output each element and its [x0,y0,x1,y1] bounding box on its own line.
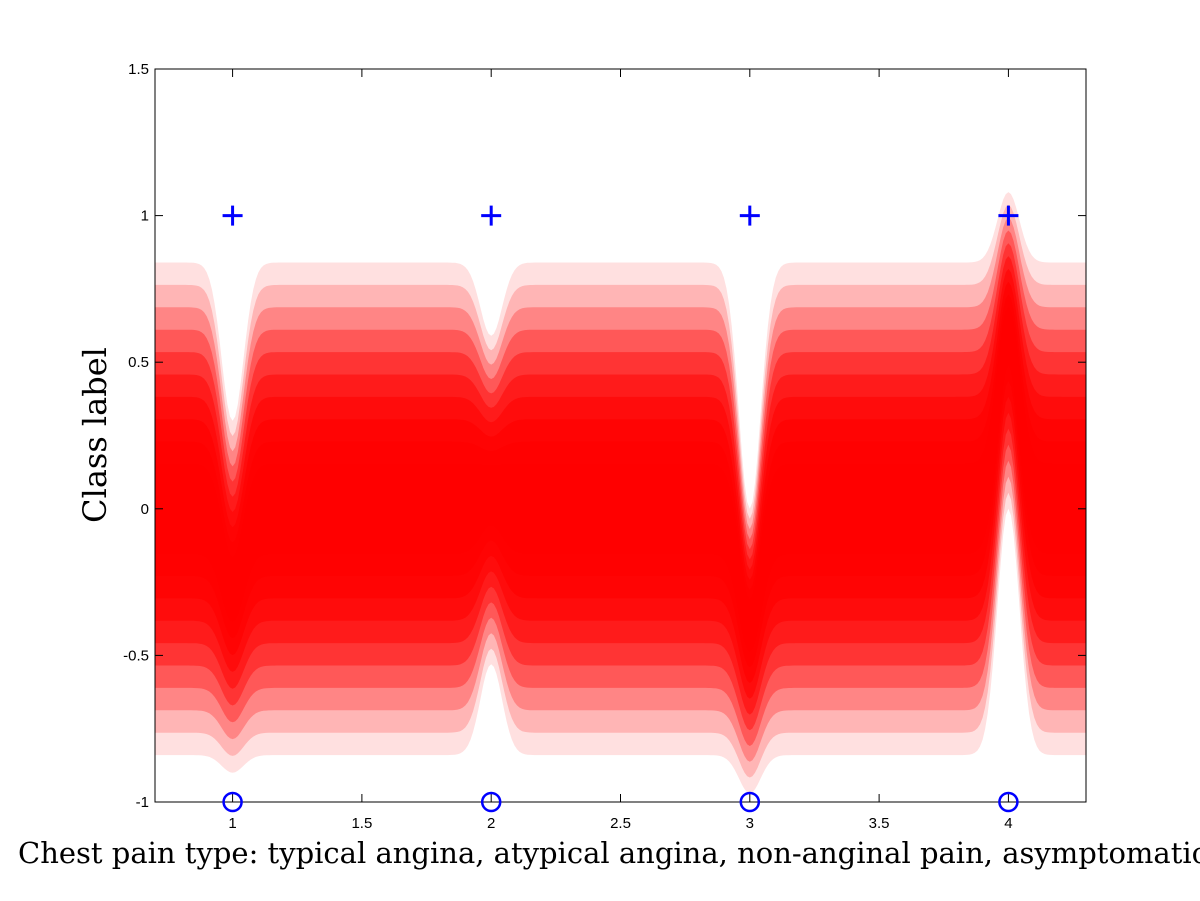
x-tick-label: 2.5 [610,815,631,832]
band-level-10 [155,307,1086,652]
plus-marker [222,205,243,226]
circle-marker [998,791,1019,813]
circle-marker [480,791,502,813]
y-tick-label: -1 [136,794,149,811]
predictive-band [155,192,1086,794]
data-markers [222,205,1019,813]
x-tick-label: 3 [746,815,754,832]
y-tick-label: 0.5 [128,354,149,371]
circle-marker [222,791,243,813]
y-tick-label: 1.5 [128,61,149,78]
y-axis-label: Class label [76,347,114,523]
plus-marker [998,205,1019,226]
x-tick-label: 4 [1004,815,1012,832]
x-tick-label: 3.5 [869,815,890,832]
plus-marker [481,205,502,226]
x-axis-label: Chest pain type: typical angina, atypica… [18,836,1200,870]
plus-marker [739,205,760,226]
y-tick-label: 1 [141,208,149,225]
y-tick-label: -0.5 [123,647,149,664]
x-tick-label: 2 [487,815,495,832]
x-tick-label: 1.5 [351,815,372,832]
x-tick-label: 1 [228,815,236,832]
axis-ticks: 1 1.5 2 2.5 3 3.5 4 -1 -0.5 0 0.5 1 1.5 [123,61,1086,832]
y-tick-label: 0 [141,501,149,518]
circle-marker [739,791,761,813]
